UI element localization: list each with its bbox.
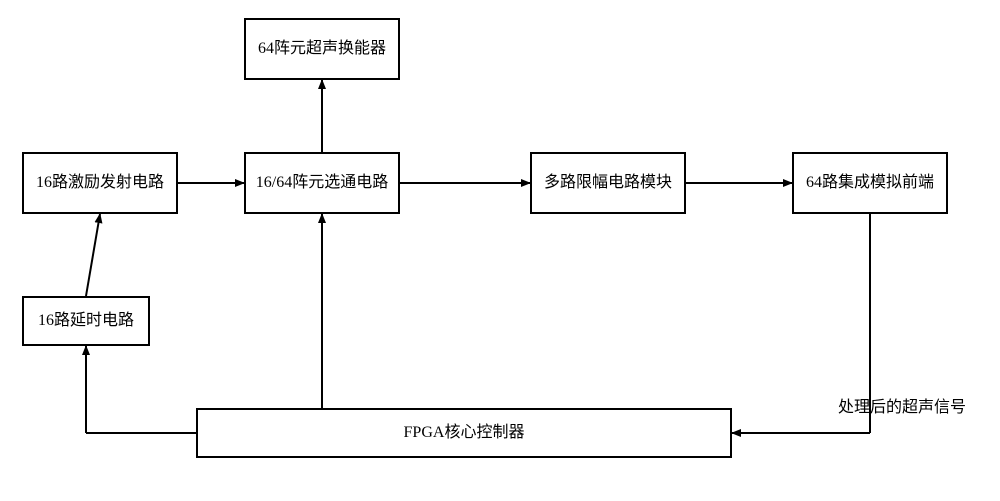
node-label: 多路限幅电路模块 (544, 172, 672, 194)
diagram-canvas: 64阵元超声换能器 16路激励发射电路 16/64阵元选通电路 多路限幅电路模块… (0, 0, 1000, 501)
node-delay: 16路延时电路 (22, 296, 150, 346)
node-afe: 64路集成模拟前端 (792, 152, 948, 214)
label-processed-signal: 处理后的超声信号 (838, 393, 966, 417)
node-label: 64路集成模拟前端 (806, 172, 934, 194)
node-label: 16路延时电路 (38, 310, 134, 332)
node-label: FPGA核心控制器 (404, 422, 525, 444)
node-label: 16/64阵元选通电路 (256, 172, 388, 194)
node-fpga: FPGA核心控制器 (196, 408, 732, 458)
node-label: 16路激励发射电路 (36, 172, 164, 194)
node-gating: 16/64阵元选通电路 (244, 152, 400, 214)
label-text: 处理后的超声信号 (838, 399, 966, 416)
node-label: 64阵元超声换能器 (258, 38, 386, 60)
node-transducer: 64阵元超声换能器 (244, 18, 400, 80)
node-limiter: 多路限幅电路模块 (530, 152, 686, 214)
node-exciter: 16路激励发射电路 (22, 152, 178, 214)
